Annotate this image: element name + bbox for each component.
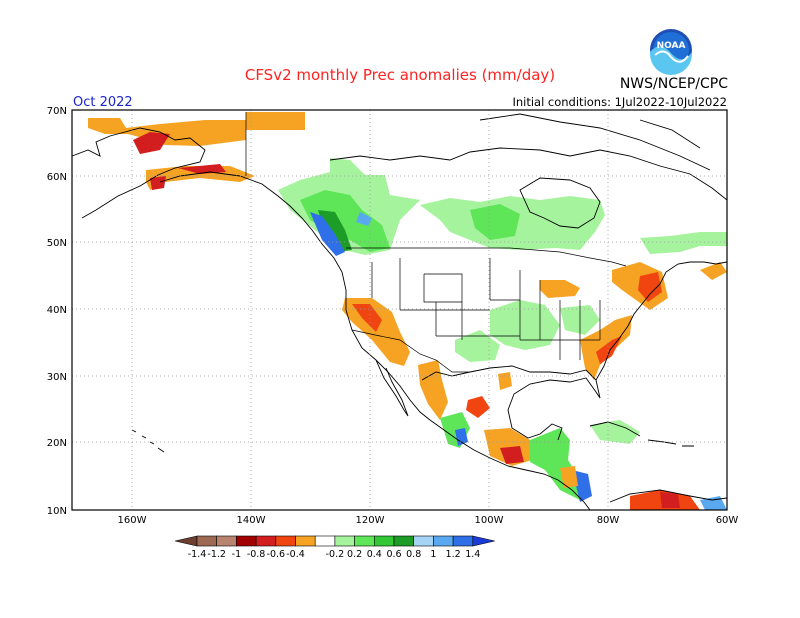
legend-tick-label: -0.6 — [267, 549, 286, 560]
legend-swatch — [216, 535, 237, 547]
legend-tick-label: -1.2 — [207, 549, 226, 560]
forecast-month: Oct 2022 — [73, 95, 133, 110]
legend-swatch — [196, 535, 218, 547]
lat-label: 50N — [47, 238, 67, 249]
lon-label: 160W — [118, 515, 147, 526]
color-legend: -1.4 -1.2 -1 -0.8 -0.6 -0.4 -0.2 0.2 0.4 0.6 0.8 1 1… — [174, 535, 495, 560]
lon-label: 120W — [356, 515, 385, 526]
legend-arrow-high — [472, 535, 495, 547]
legend-swatch — [295, 535, 316, 547]
legend-tick-label: 1.4 — [465, 549, 480, 560]
lon-label: 80W — [597, 515, 620, 526]
legend-tick-label: 0.2 — [347, 549, 362, 560]
initial-conditions: Initial conditions: 1Jul2022-10Jul2022 — [512, 95, 727, 109]
noaa-logo: NOAA — [650, 29, 692, 75]
graticule — [72, 110, 727, 510]
map-frame — [71, 109, 728, 511]
political-borders — [245, 112, 627, 373]
legend-swatch — [275, 535, 296, 547]
legend-swatch — [413, 535, 434, 547]
legend-tick-label: 0.8 — [406, 549, 421, 560]
latitude-labels: 70N 60N 50N 40N 30N 20N 10N — [47, 106, 67, 517]
legend-swatch — [334, 535, 355, 547]
noaa-logo-text: NOAA — [657, 41, 686, 51]
legend-tick-label: 0.4 — [367, 549, 382, 560]
legend-swatch — [255, 535, 277, 547]
legend-tick-label: -0.2 — [326, 549, 345, 560]
legend-swatch — [373, 535, 395, 547]
agency-label: NWS/NCEP/CPC — [620, 76, 728, 92]
longitude-labels: 160W 140W 120W 100W 80W 60W — [118, 515, 739, 526]
legend-swatch — [433, 535, 454, 547]
lon-label: 140W — [237, 515, 266, 526]
legend-swatch — [354, 535, 375, 547]
legend-swatch — [452, 535, 474, 547]
legend-swatch — [393, 535, 415, 547]
lat-label: 20N — [47, 438, 67, 449]
legend-tick-label: -0.8 — [247, 549, 266, 560]
lon-label: 100W — [475, 515, 504, 526]
lat-label: 10N — [47, 506, 67, 517]
legend-tick-label: 0.6 — [386, 549, 401, 560]
anomaly-fields — [88, 112, 727, 510]
coastlines — [71, 113, 728, 511]
legend-tick-label: 1 — [430, 549, 436, 560]
lat-label: 60N — [47, 172, 67, 183]
lon-label: 60W — [716, 515, 739, 526]
legend-tick-label: 1.2 — [446, 549, 461, 560]
lat-label: 40N — [47, 305, 67, 316]
legend-swatch — [236, 535, 257, 547]
legend-tick-label: -1 — [232, 549, 241, 560]
legend-swatch — [314, 535, 336, 547]
map-title: CFSv2 monthly Prec anomalies (mm/day) — [245, 66, 555, 84]
lat-label: 70N — [47, 106, 67, 117]
legend-arrow-low — [174, 535, 198, 547]
legend-tick-label: -1.4 — [188, 549, 207, 560]
legend-tick-label: -0.4 — [286, 549, 305, 560]
lat-label: 30N — [47, 372, 67, 383]
